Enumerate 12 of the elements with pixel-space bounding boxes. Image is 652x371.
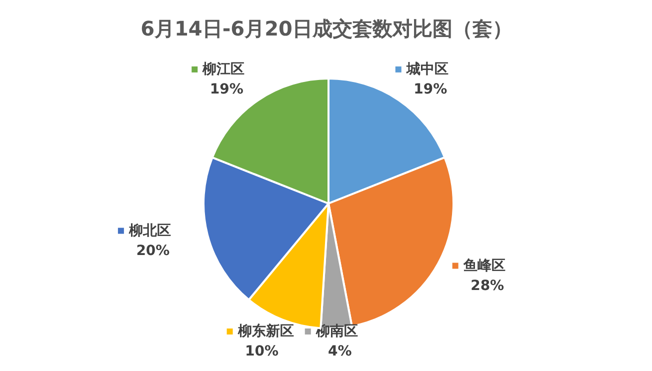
legend-label: 柳东新区 — [236, 322, 294, 340]
legend-label: 城中区 — [405, 61, 448, 78]
legend-label: 柳江区 — [202, 61, 245, 78]
data-label: 10% — [245, 344, 279, 360]
data-label: 28% — [470, 278, 504, 294]
data-label: 19% — [210, 81, 244, 98]
chart-title: 6月14日-6月20日成交套数对比图（套） — [140, 16, 512, 40]
legend-label: 鱼峰区 — [462, 258, 506, 274]
data-label: 19% — [414, 81, 448, 98]
data-label: 20% — [136, 242, 170, 259]
data-label: 4% — [328, 344, 352, 360]
legend-label: 柳北区 — [128, 222, 171, 239]
